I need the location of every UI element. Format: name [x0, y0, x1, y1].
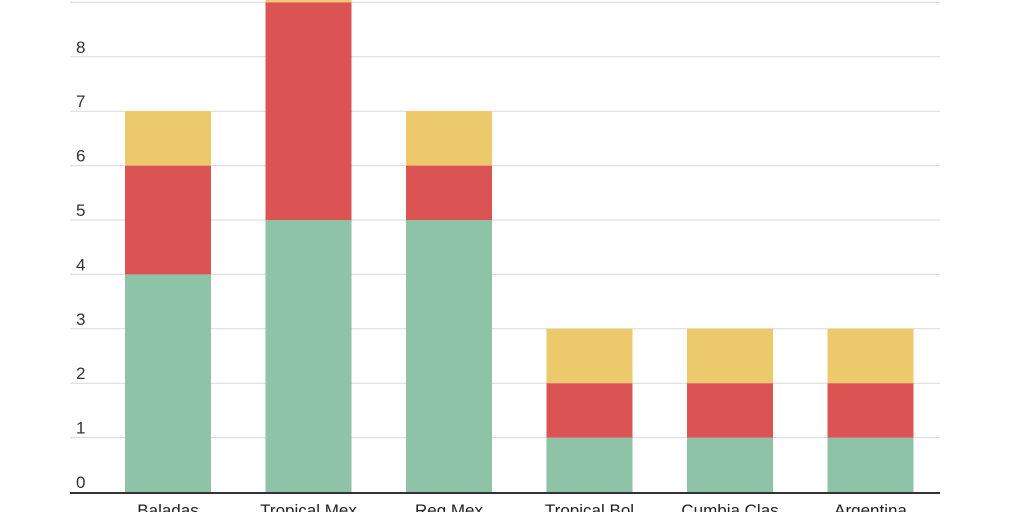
y-tick-label: 5	[76, 201, 85, 220]
bar-segment-reg-mex-s1	[406, 220, 492, 492]
bar-segment-baladas-s1	[125, 274, 211, 492]
bar-segment-tropical-mex-s3	[265, 0, 352, 3]
y-tick-label: 6	[76, 147, 85, 166]
bar-segment-baladas-s2	[125, 165, 211, 275]
bar-segment-reg-mex-s3	[406, 111, 492, 166]
bar-segment-tropical-bol-s1	[546, 437, 633, 492]
bar-segment-reg-mex-s2	[406, 165, 492, 220]
x-tick-label: Argentina	[834, 501, 907, 512]
bar-segment-tropical-bol-s3	[546, 328, 633, 384]
y-tick-label: 2	[76, 364, 85, 383]
x-tick-label: Reg Mex	[415, 501, 484, 512]
bar-segment-tropical-mex-s1	[265, 220, 352, 492]
bar-segment-argentina-s3	[827, 328, 914, 384]
y-tick-label: 8	[76, 38, 85, 57]
x-tick-label: Tropical Bol	[545, 501, 634, 512]
x-tick-label: Tropical Mex	[260, 501, 357, 512]
bar-segment-cumbia-clas-s1	[687, 437, 773, 492]
bar-segment-tropical-bol-s2	[546, 383, 633, 438]
bar-segment-cumbia-clas-s2	[687, 383, 773, 438]
bar-segment-cumbia-clas-s3	[687, 328, 773, 384]
bar-segment-baladas-s3	[125, 111, 211, 166]
x-tick-label: Cumbia Clas	[681, 501, 778, 512]
y-axis-tick-labels: 0 1 2 3 4 5 6 7 8	[76, 38, 85, 492]
bar-segment-argentina-s1	[827, 437, 914, 492]
bar-segment-tropical-mex-s2	[265, 2, 352, 221]
y-tick-label: 7	[76, 92, 85, 111]
y-tick-label: 4	[76, 255, 85, 274]
y-tick-label: 3	[76, 310, 85, 329]
y-tick-label: 1	[76, 419, 85, 438]
gridlines	[70, 1, 940, 439]
x-tick-label: Baladas	[137, 501, 198, 512]
bars	[125, 0, 914, 492]
y-tick-label: 0	[76, 473, 85, 492]
bar-segment-argentina-s2	[827, 383, 914, 438]
x-axis-tick-labels: Baladas Tropical Mex Reg Mex Tropical Bol Cu…	[137, 501, 907, 512]
